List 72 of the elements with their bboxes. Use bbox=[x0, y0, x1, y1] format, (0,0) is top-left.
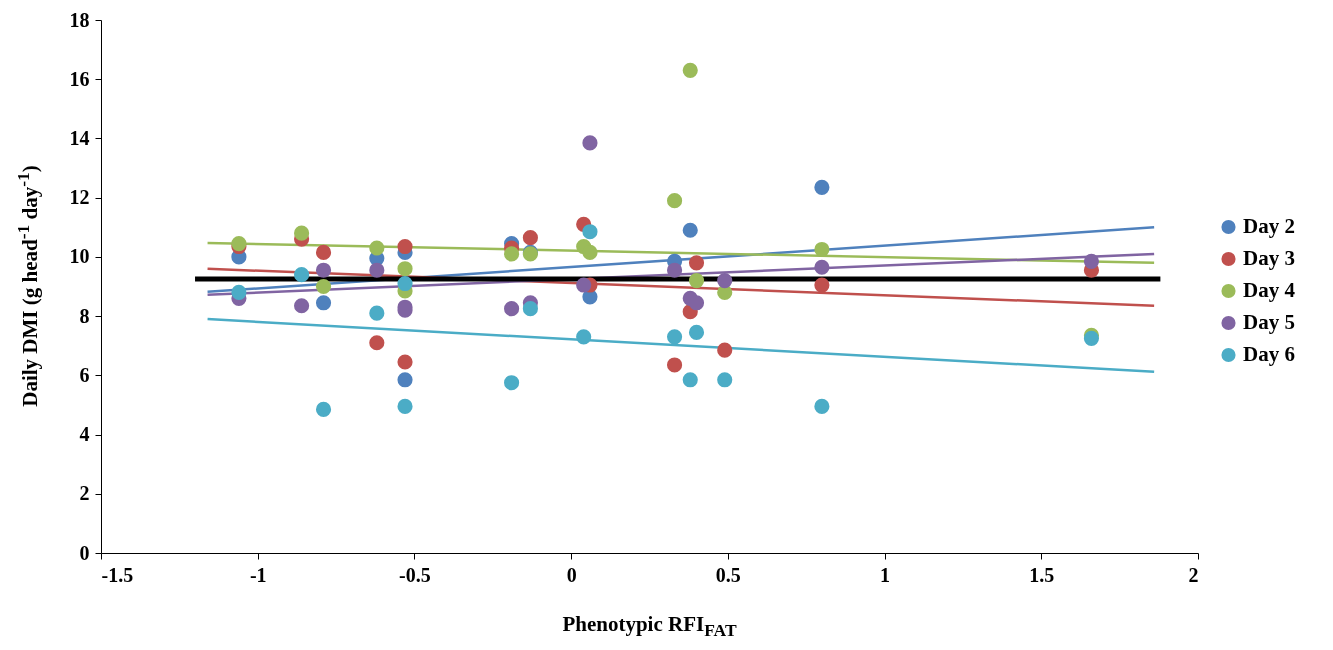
x-tick-label: 1 bbox=[880, 563, 891, 586]
point bbox=[315, 295, 332, 311]
y-tick-label: 12 bbox=[69, 186, 90, 209]
point bbox=[1083, 253, 1100, 269]
point bbox=[315, 262, 332, 278]
y-tick-label: 0 bbox=[79, 541, 90, 564]
point bbox=[717, 273, 733, 289]
legend-label: Day 3 bbox=[1243, 246, 1295, 270]
point bbox=[814, 259, 830, 275]
point bbox=[315, 278, 332, 295]
y-tick-label: 10 bbox=[69, 245, 90, 268]
legend-label: Day 2 bbox=[1243, 214, 1295, 238]
x-tick-label: 1.5 bbox=[1029, 563, 1055, 586]
y-tick-label: 8 bbox=[79, 304, 90, 327]
y-tick-label: 2 bbox=[79, 482, 90, 505]
point bbox=[504, 246, 520, 262]
point bbox=[294, 267, 310, 283]
point bbox=[522, 230, 538, 246]
point bbox=[682, 62, 698, 78]
point bbox=[397, 372, 413, 388]
point bbox=[688, 255, 705, 271]
point bbox=[369, 262, 385, 278]
point bbox=[582, 135, 598, 151]
point bbox=[397, 238, 413, 255]
y-tick-label: 6 bbox=[79, 363, 90, 386]
point bbox=[682, 222, 698, 238]
point bbox=[231, 284, 247, 300]
point bbox=[688, 273, 705, 289]
x-tick-label: -1.5 bbox=[101, 563, 134, 586]
point bbox=[397, 398, 413, 414]
point bbox=[688, 324, 705, 340]
x-tick-label: -0.5 bbox=[399, 563, 431, 586]
x-tick-label: 2 bbox=[1188, 563, 1199, 586]
x-tick-label: 0.5 bbox=[715, 563, 741, 586]
point bbox=[576, 277, 592, 293]
point bbox=[397, 354, 413, 370]
point bbox=[666, 262, 683, 278]
x-axis-title: Phenotypic RFI$_{FAT}$ bbox=[561, 612, 738, 642]
y-tick-label: 18 bbox=[69, 8, 90, 31]
point bbox=[814, 277, 830, 293]
point bbox=[666, 193, 683, 209]
point bbox=[814, 398, 830, 414]
point bbox=[717, 342, 733, 358]
point bbox=[582, 224, 598, 240]
point bbox=[682, 372, 698, 388]
point bbox=[369, 335, 385, 351]
x-tick-label: 0 bbox=[566, 563, 577, 586]
point bbox=[576, 329, 592, 345]
point bbox=[522, 301, 538, 317]
point bbox=[717, 372, 733, 388]
point bbox=[814, 179, 830, 195]
point bbox=[369, 305, 385, 321]
point bbox=[688, 295, 705, 311]
point bbox=[582, 244, 598, 261]
point bbox=[397, 261, 413, 277]
y-tick-label: 4 bbox=[79, 423, 90, 446]
point bbox=[315, 401, 332, 417]
x-tick-label: -1 bbox=[249, 563, 267, 586]
point bbox=[294, 298, 310, 314]
y-tick-label: 16 bbox=[69, 67, 90, 90]
point bbox=[504, 375, 520, 391]
legend-label: Day 6 bbox=[1243, 342, 1295, 366]
point bbox=[315, 244, 332, 261]
point bbox=[666, 329, 683, 345]
point bbox=[294, 225, 310, 241]
point bbox=[504, 301, 520, 317]
legend-label: Day 4 bbox=[1243, 278, 1296, 302]
legend-label: Day 5 bbox=[1243, 310, 1295, 334]
point bbox=[369, 240, 385, 256]
point bbox=[666, 357, 683, 373]
point bbox=[397, 275, 413, 292]
y-tick-label: 14 bbox=[69, 126, 90, 149]
